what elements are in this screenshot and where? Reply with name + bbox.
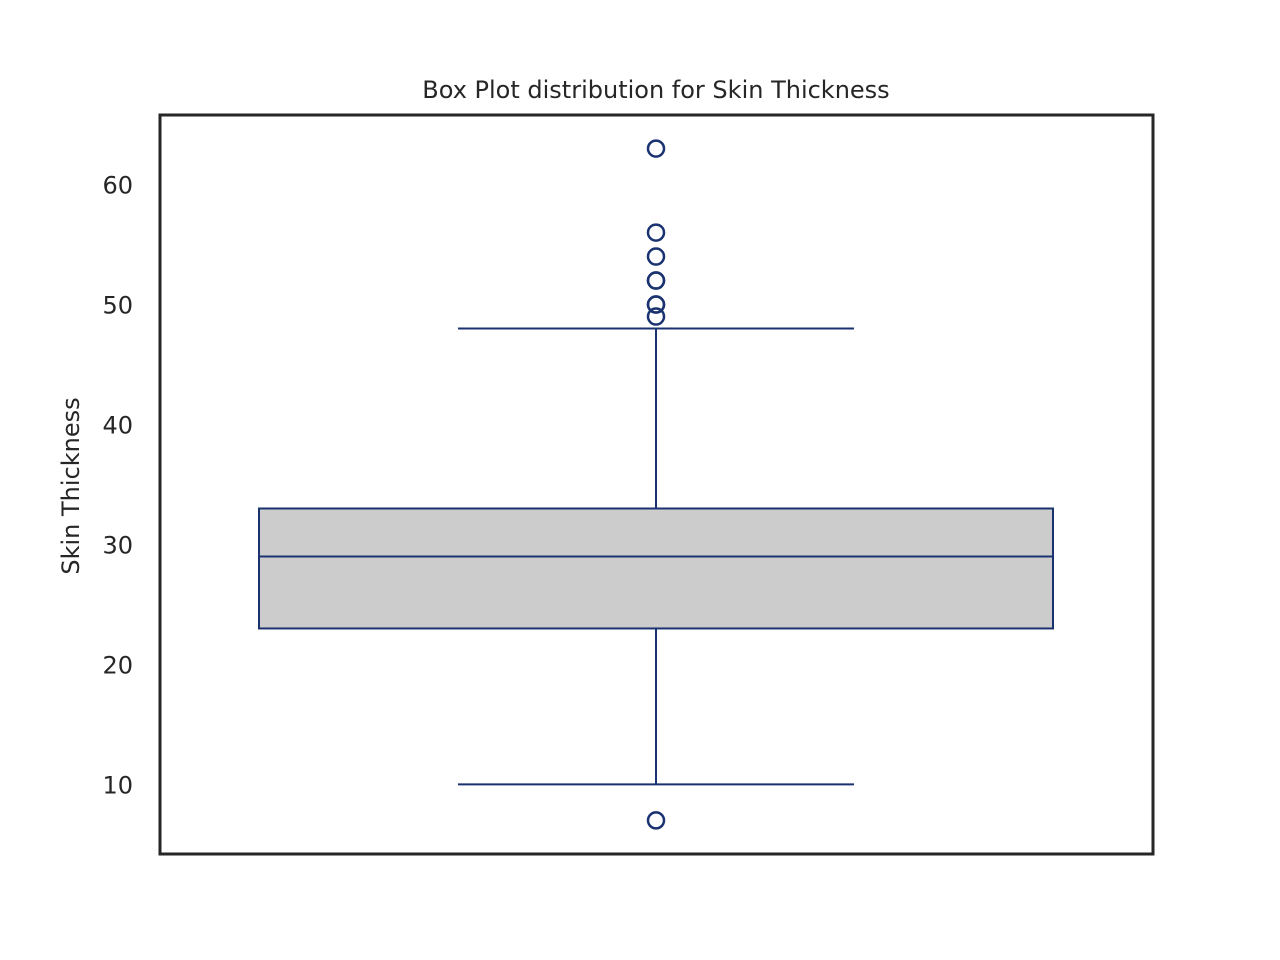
- outlier-point: [646, 271, 666, 290]
- y-tick-label: 40: [102, 412, 133, 440]
- y-axis-ticks: 10 20 30 40 50 60: [102, 172, 133, 800]
- axes-frame: [158, 113, 1155, 856]
- plot-area: [258, 139, 1054, 830]
- outlier-point: [646, 223, 666, 242]
- y-axis-label: Skin Thickness: [57, 397, 85, 574]
- y-tick-label: 50: [102, 292, 133, 320]
- y-tick-label: 30: [102, 531, 133, 559]
- outlier-point: [646, 139, 666, 158]
- y-tick-label: 60: [102, 172, 133, 200]
- iqr-box: [258, 507, 1054, 630]
- y-tick-label: 10: [102, 771, 133, 799]
- outlier-point: [646, 247, 666, 266]
- y-tick-label: 20: [102, 651, 133, 679]
- outlier-point: [646, 811, 666, 830]
- outlier-point: [646, 295, 666, 314]
- outlier-point: [646, 307, 666, 326]
- chart-title: Box Plot distribution for Skin Thickness: [422, 76, 889, 104]
